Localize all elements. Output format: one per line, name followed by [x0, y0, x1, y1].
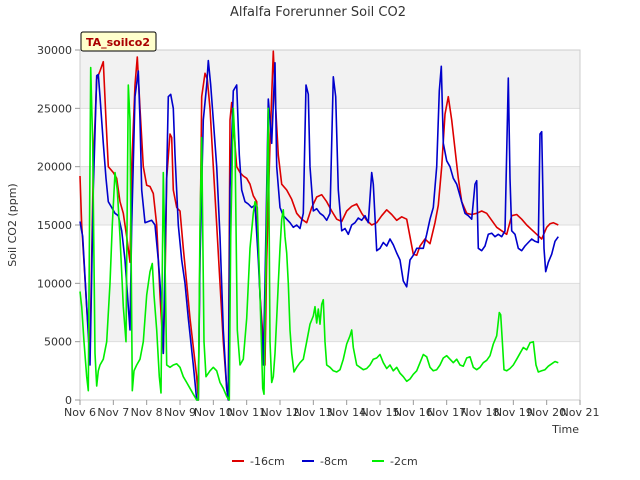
legend-item: -16cm [232, 455, 285, 468]
y-tick-label: 5000 [44, 336, 72, 349]
x-tick-label: Nov 15 [361, 406, 400, 419]
x-axis-label: Time [551, 423, 579, 436]
legend: -16cm -8cm -2cm [232, 455, 418, 468]
legend-label: -8cm [320, 455, 348, 468]
plot-band [80, 50, 580, 109]
x-tick-label: Nov 18 [461, 406, 500, 419]
x-tick-label: Nov 12 [261, 406, 300, 419]
x-tick-label: Nov 17 [427, 406, 466, 419]
x-tick-label: Nov 21 [561, 406, 600, 419]
x-tick-label: Nov 6 [64, 406, 96, 419]
legend-label: -2cm [390, 455, 418, 468]
site-label-background [80, 31, 157, 52]
x-tick-label: Nov 19 [494, 406, 533, 419]
y-tick-label: 10000 [37, 277, 72, 290]
site-label: TA_soilco2 [86, 36, 150, 49]
series-line-2cm [79, 66, 559, 401]
y-tick-label: 20000 [37, 161, 72, 174]
x-tick-label: Nov 10 [194, 406, 233, 419]
y-tick-label: 25000 [37, 102, 72, 115]
plot-band [80, 108, 580, 167]
x-tick-label: Nov 8 [131, 406, 163, 419]
x-tick-label: Nov 20 [527, 406, 566, 419]
x-tick-label: Nov 11 [227, 406, 266, 419]
x-tick-label: Nov 9 [164, 406, 196, 419]
y-tick-label: 0 [65, 394, 72, 407]
legend-item: -2cm [372, 455, 418, 468]
x-tick-label: Nov 14 [327, 406, 366, 419]
chart-title: Alfalfa Forerunner Soil CO2 [230, 5, 406, 20]
legend-label: -16cm [250, 455, 285, 468]
series-lines [79, 50, 559, 401]
y-tick-label: 30000 [37, 44, 72, 57]
legend-item: -8cm [302, 455, 348, 468]
x-tick-label: Nov 13 [294, 406, 333, 419]
site-label-box: TA_soilco2 [80, 31, 157, 52]
y-tick-label: 15000 [37, 219, 72, 232]
y-axis-label: Soil CO2 (ppm) [6, 183, 19, 266]
series-line-8cm [79, 59, 559, 401]
y-axis-ticks: 0 5000 10000 15000 20000 25000 30000 [37, 44, 80, 407]
x-tick-label: Nov 16 [394, 406, 433, 419]
series-line-16cm [79, 50, 559, 401]
x-tick-label: Nov 7 [97, 406, 129, 419]
